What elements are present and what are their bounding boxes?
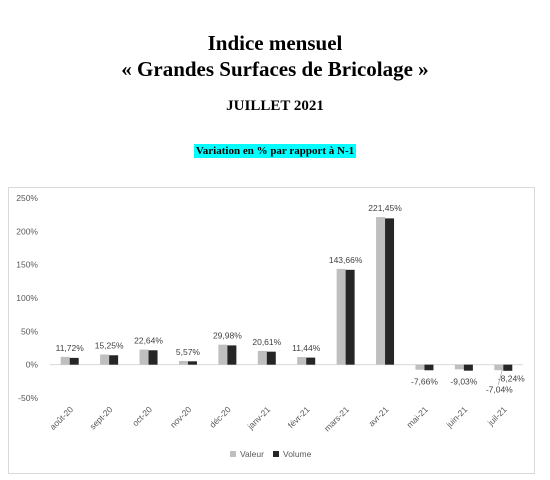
x-tick-label: mars-21	[322, 404, 351, 433]
chart-frame	[8, 187, 535, 474]
bar-valeur	[178, 360, 188, 365]
data-label: 143,66%	[329, 255, 363, 265]
bar-volume	[69, 357, 79, 365]
data-label: -9,03%	[450, 377, 477, 387]
data-label: 5,57%	[176, 347, 201, 357]
y-tick-label: -50%	[18, 393, 38, 403]
x-tick-label: août-20	[48, 404, 76, 432]
data-label: -8,24%	[498, 374, 525, 384]
data-label: 11,72%	[56, 343, 85, 353]
x-tick-label: sept-20	[87, 404, 114, 431]
bar-volume	[424, 364, 434, 371]
bar-chart: 250% 200% 150% 100% 50% 0% -50% 11,72% août-20 15…	[16, 193, 525, 459]
chart-title-line1: Indice mensuel	[207, 31, 343, 55]
data-label: -7,66%	[411, 376, 438, 386]
bar-volume	[306, 357, 316, 365]
bar-valeur	[218, 344, 228, 365]
y-tick-label: 100%	[16, 293, 38, 303]
y-tick-label: 50%	[21, 326, 38, 336]
y-tick-label: 150%	[16, 260, 38, 270]
leader-line	[497, 369, 503, 385]
x-tick-label: avr-21	[366, 404, 390, 428]
bar-volume	[227, 345, 237, 365]
legend-label-volume: Volume	[283, 449, 312, 459]
x-tick-label: janv-21	[245, 404, 273, 432]
x-tick-label: nov-20	[168, 404, 194, 430]
y-tick-label: 250%	[16, 193, 38, 203]
bar-volume	[385, 218, 395, 365]
data-label: 221,45%	[368, 203, 402, 213]
data-label: 20,61%	[252, 337, 281, 347]
caption-container: Variation en % par rapport à N-1	[0, 141, 550, 159]
bar-volume	[345, 269, 355, 365]
x-tick-label: févr-21	[286, 404, 312, 430]
bar-volume	[503, 364, 513, 371]
bar-valeur	[60, 356, 70, 365]
x-tick-label: déc-20	[207, 404, 233, 430]
bar-valeur	[415, 364, 425, 370]
data-label: 22,64%	[134, 336, 163, 346]
data-label: 15,25%	[95, 341, 124, 351]
bar-volume	[109, 355, 119, 365]
bar-valeur	[454, 364, 464, 370]
data-label-extra: -7,04%	[486, 385, 513, 395]
bar-valeur	[336, 268, 346, 365]
bar-valeur	[297, 357, 307, 365]
y-tick-label: 0%	[26, 360, 39, 370]
bar-volume	[187, 361, 197, 365]
bar-volume	[266, 351, 276, 365]
variation-caption: Variation en % par rapport à N-1	[193, 144, 357, 158]
data-label: 29,98%	[213, 331, 242, 341]
x-tick-label: oct-20	[130, 404, 154, 428]
bar-volume	[148, 350, 158, 365]
legend-label-valeur: Valeur	[240, 449, 264, 459]
period-subtitle: JUILLET 2021	[226, 98, 324, 114]
data-label: 11,44%	[292, 343, 321, 353]
bar-valeur	[494, 364, 504, 371]
x-tick-label: mai-21	[404, 404, 430, 430]
bar-valeur	[139, 349, 149, 365]
bar-valeur	[257, 350, 267, 365]
bar-valeur	[376, 217, 386, 365]
chart-title-line2: « Grandes Surfaces de Bricolage »	[121, 57, 429, 81]
legend-swatch-volume	[273, 451, 279, 457]
x-tick-label: juin-21	[443, 404, 469, 430]
bar-valeur	[100, 354, 110, 365]
bar-volume	[463, 364, 473, 371]
legend-swatch-valeur	[230, 451, 236, 457]
x-tick-label: juil-21	[485, 404, 509, 428]
y-tick-label: 200%	[16, 226, 38, 236]
